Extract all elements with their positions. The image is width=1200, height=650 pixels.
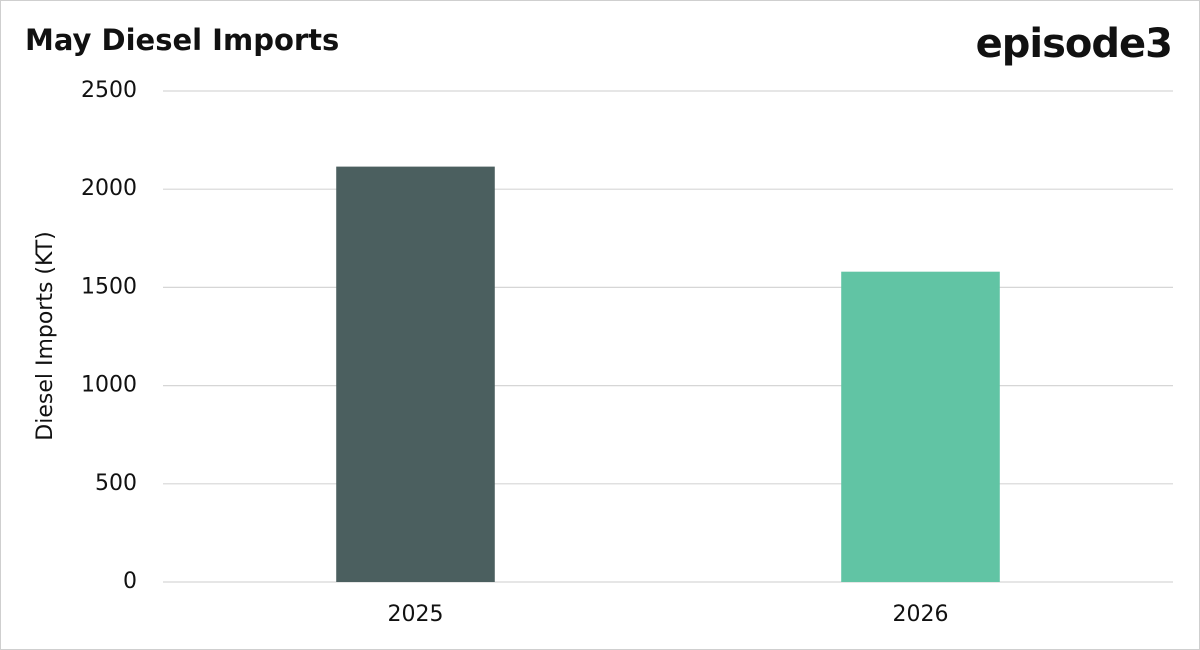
bar [841, 271, 1000, 582]
y-tick-label: 2000 [81, 176, 137, 201]
x-tick-label: 2026 [893, 602, 949, 627]
y-tick-label: 0 [123, 569, 137, 594]
y-tick-label: 500 [95, 471, 137, 496]
y-tick-label: 2500 [81, 78, 137, 103]
y-axis-label: Diesel Imports (KT) [33, 231, 58, 440]
brand: episode3 [976, 21, 1172, 67]
y-tick-label: 1000 [81, 373, 137, 398]
bar [336, 166, 495, 582]
y-tick-label: 1500 [81, 274, 137, 299]
chart-title: May Diesel Imports [25, 23, 339, 57]
x-tick-label: 2025 [388, 602, 444, 627]
